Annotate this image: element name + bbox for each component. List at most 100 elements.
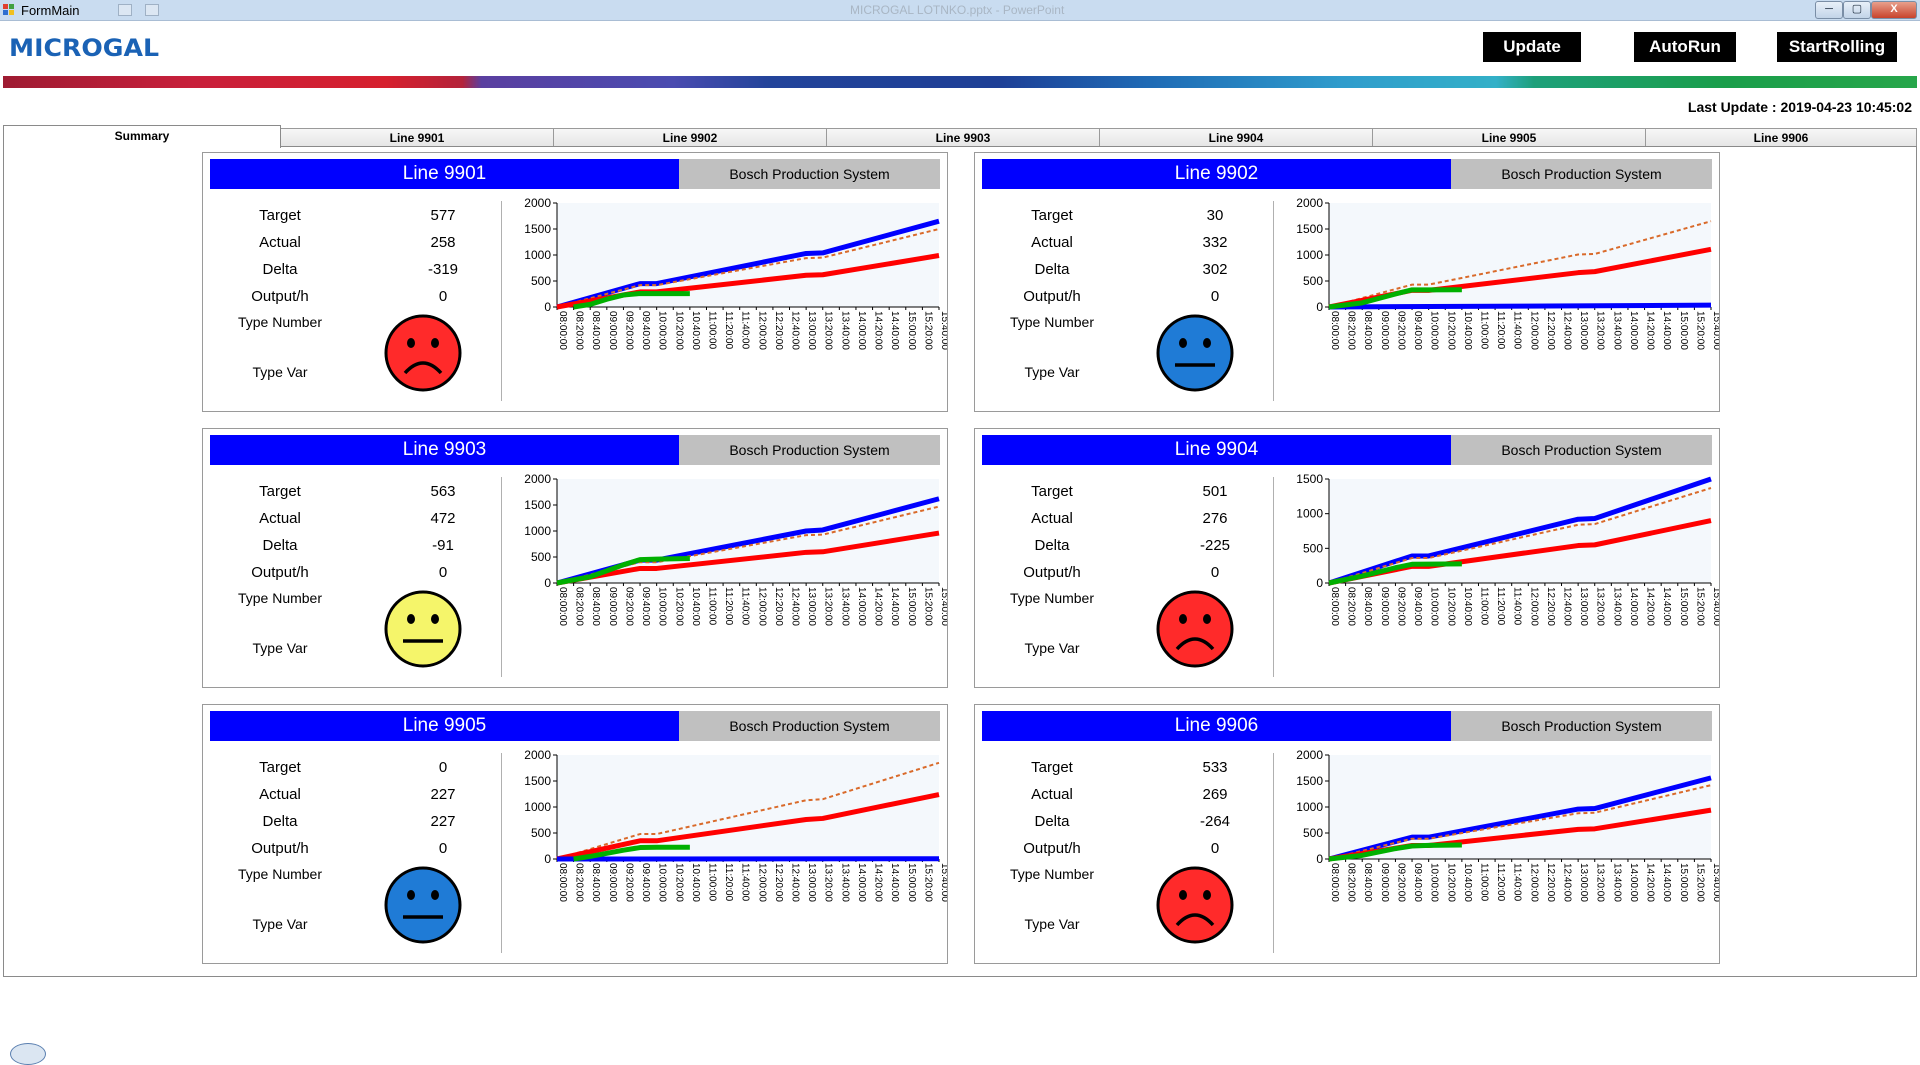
face-eye [1179,338,1187,348]
x-tick-label: 15:40:00 [939,863,947,902]
x-tick-label: 14:20:00 [873,587,884,626]
sad-face-icon [1155,589,1235,669]
x-tick-label: 11:00:00 [706,863,717,902]
x-tick-label: 13:00:00 [1578,863,1589,902]
tab-line-9906[interactable]: Line 9906 [1645,128,1917,146]
y-tick-label: 0 [544,300,551,314]
target-label: Target [220,483,340,500]
x-tick-label: 11:20:00 [723,863,734,902]
x-tick-label: 08:00:00 [557,587,568,626]
x-tick-label: 08:20:00 [1346,863,1357,902]
x-tick-label: 09:20:00 [623,587,634,626]
y-tick-label: 2000 [524,472,551,486]
tab-strip: Summary Line 9901 Line 9902 Line 9903 Li… [3,125,1917,147]
actual-value: 269 [1165,786,1265,803]
y-tick-label: 2000 [1296,748,1323,762]
tab-line-9902[interactable]: Line 9902 [553,128,827,146]
target-label: Target [992,207,1112,224]
tab-line-9905[interactable]: Line 9905 [1372,128,1646,146]
app-icon [3,4,15,15]
x-tick-label: 09:00:00 [607,587,618,626]
x-tick-label: 12:40:00 [790,311,801,350]
type-number-label: Type Number [992,866,1112,882]
face-eye [1203,338,1211,348]
face-eye [431,614,439,624]
type-number-label: Type Number [992,590,1112,606]
panel-divider [1273,201,1274,401]
x-tick-label: 11:40:00 [1512,863,1523,902]
x-tick-label: 12:00:00 [756,587,767,626]
type-var-label: Type Var [992,640,1112,656]
delta-label: Delta [992,261,1112,278]
line-title: Line 9901 [210,159,679,189]
type-number-label: Type Number [220,866,340,882]
x-tick-label: 10:40:00 [690,863,701,902]
x-tick-label: 09:00:00 [607,311,618,350]
window-title-bar: FormMain MICROGAL LOTNKO.pptx - PowerPoi… [0,0,1920,21]
face-eye [407,614,415,624]
output-label: Output/h [992,288,1112,305]
brand-color-bar [3,76,1917,88]
x-tick-label: 10:00:00 [1429,587,1440,626]
update-button[interactable]: Update [1483,32,1581,62]
start-orb-icon[interactable] [10,1043,46,1065]
x-tick-label: 09:00:00 [607,863,618,902]
y-tick-label: 1500 [524,774,551,788]
x-tick-label: 11:00:00 [1478,311,1489,350]
system-label: Bosch Production System [1451,159,1712,189]
x-tick-label: 12:20:00 [1545,863,1556,902]
tab-line-9904[interactable]: Line 9904 [1099,128,1373,146]
quick-access-icon [145,4,159,16]
x-tick-label: 13:20:00 [823,863,834,902]
actual-value: 258 [393,234,493,251]
x-tick-label: 10:20:00 [1445,311,1456,350]
x-tick-label: 08:20:00 [574,863,585,902]
startrolling-button[interactable]: StartRolling [1777,32,1897,62]
x-tick-label: 11:20:00 [723,587,734,626]
x-tick-label: 08:40:00 [1362,311,1373,350]
x-tick-label: 08:40:00 [590,311,601,350]
close-button[interactable]: X [1871,1,1917,19]
target-label: Target [992,759,1112,776]
x-tick-label: 08:20:00 [574,311,585,350]
minimize-button[interactable]: ─ [1815,1,1843,19]
x-tick-label: 10:00:00 [1429,311,1440,350]
x-tick-label: 12:20:00 [1545,587,1556,626]
x-tick-label: 08:40:00 [590,587,601,626]
autorun-button[interactable]: AutoRun [1634,32,1736,62]
x-tick-label: 15:40:00 [1711,587,1719,626]
actual-value: 472 [393,510,493,527]
x-tick-label: 10:20:00 [1445,863,1456,902]
y-tick-label: 1500 [1296,472,1323,486]
y-tick-label: 0 [1316,300,1323,314]
x-tick-label: 09:20:00 [1395,863,1406,902]
tab-line-9903[interactable]: Line 9903 [826,128,1100,146]
x-tick-label: 15:40:00 [939,311,947,350]
x-tick-label: 12:40:00 [790,863,801,902]
x-tick-label: 13:40:00 [1611,311,1622,350]
x-tick-label: 09:00:00 [1379,311,1390,350]
actual-label: Actual [220,786,340,803]
x-tick-label: 08:20:00 [1346,311,1357,350]
line-title: Line 9902 [982,159,1451,189]
target-value: 563 [393,483,493,500]
y-tick-label: 0 [544,852,551,866]
x-tick-label: 14:40:00 [1661,587,1672,626]
face-eye [1179,890,1187,900]
y-tick-label: 1000 [1296,248,1323,262]
x-tick-label: 14:40:00 [889,587,900,626]
x-tick-label: 14:40:00 [1661,311,1672,350]
y-tick-label: 500 [1303,826,1323,840]
x-tick-label: 13:40:00 [1611,587,1622,626]
tab-summary[interactable]: Summary [3,125,281,148]
x-tick-label: 08:00:00 [557,863,568,902]
tab-line-9901[interactable]: Line 9901 [280,128,554,146]
maximize-button[interactable]: ▢ [1843,1,1871,19]
x-tick-label: 13:40:00 [839,311,850,350]
delta-value: -319 [393,261,493,278]
x-tick-label: 10:00:00 [1429,863,1440,902]
x-tick-label: 14:00:00 [1628,311,1639,350]
